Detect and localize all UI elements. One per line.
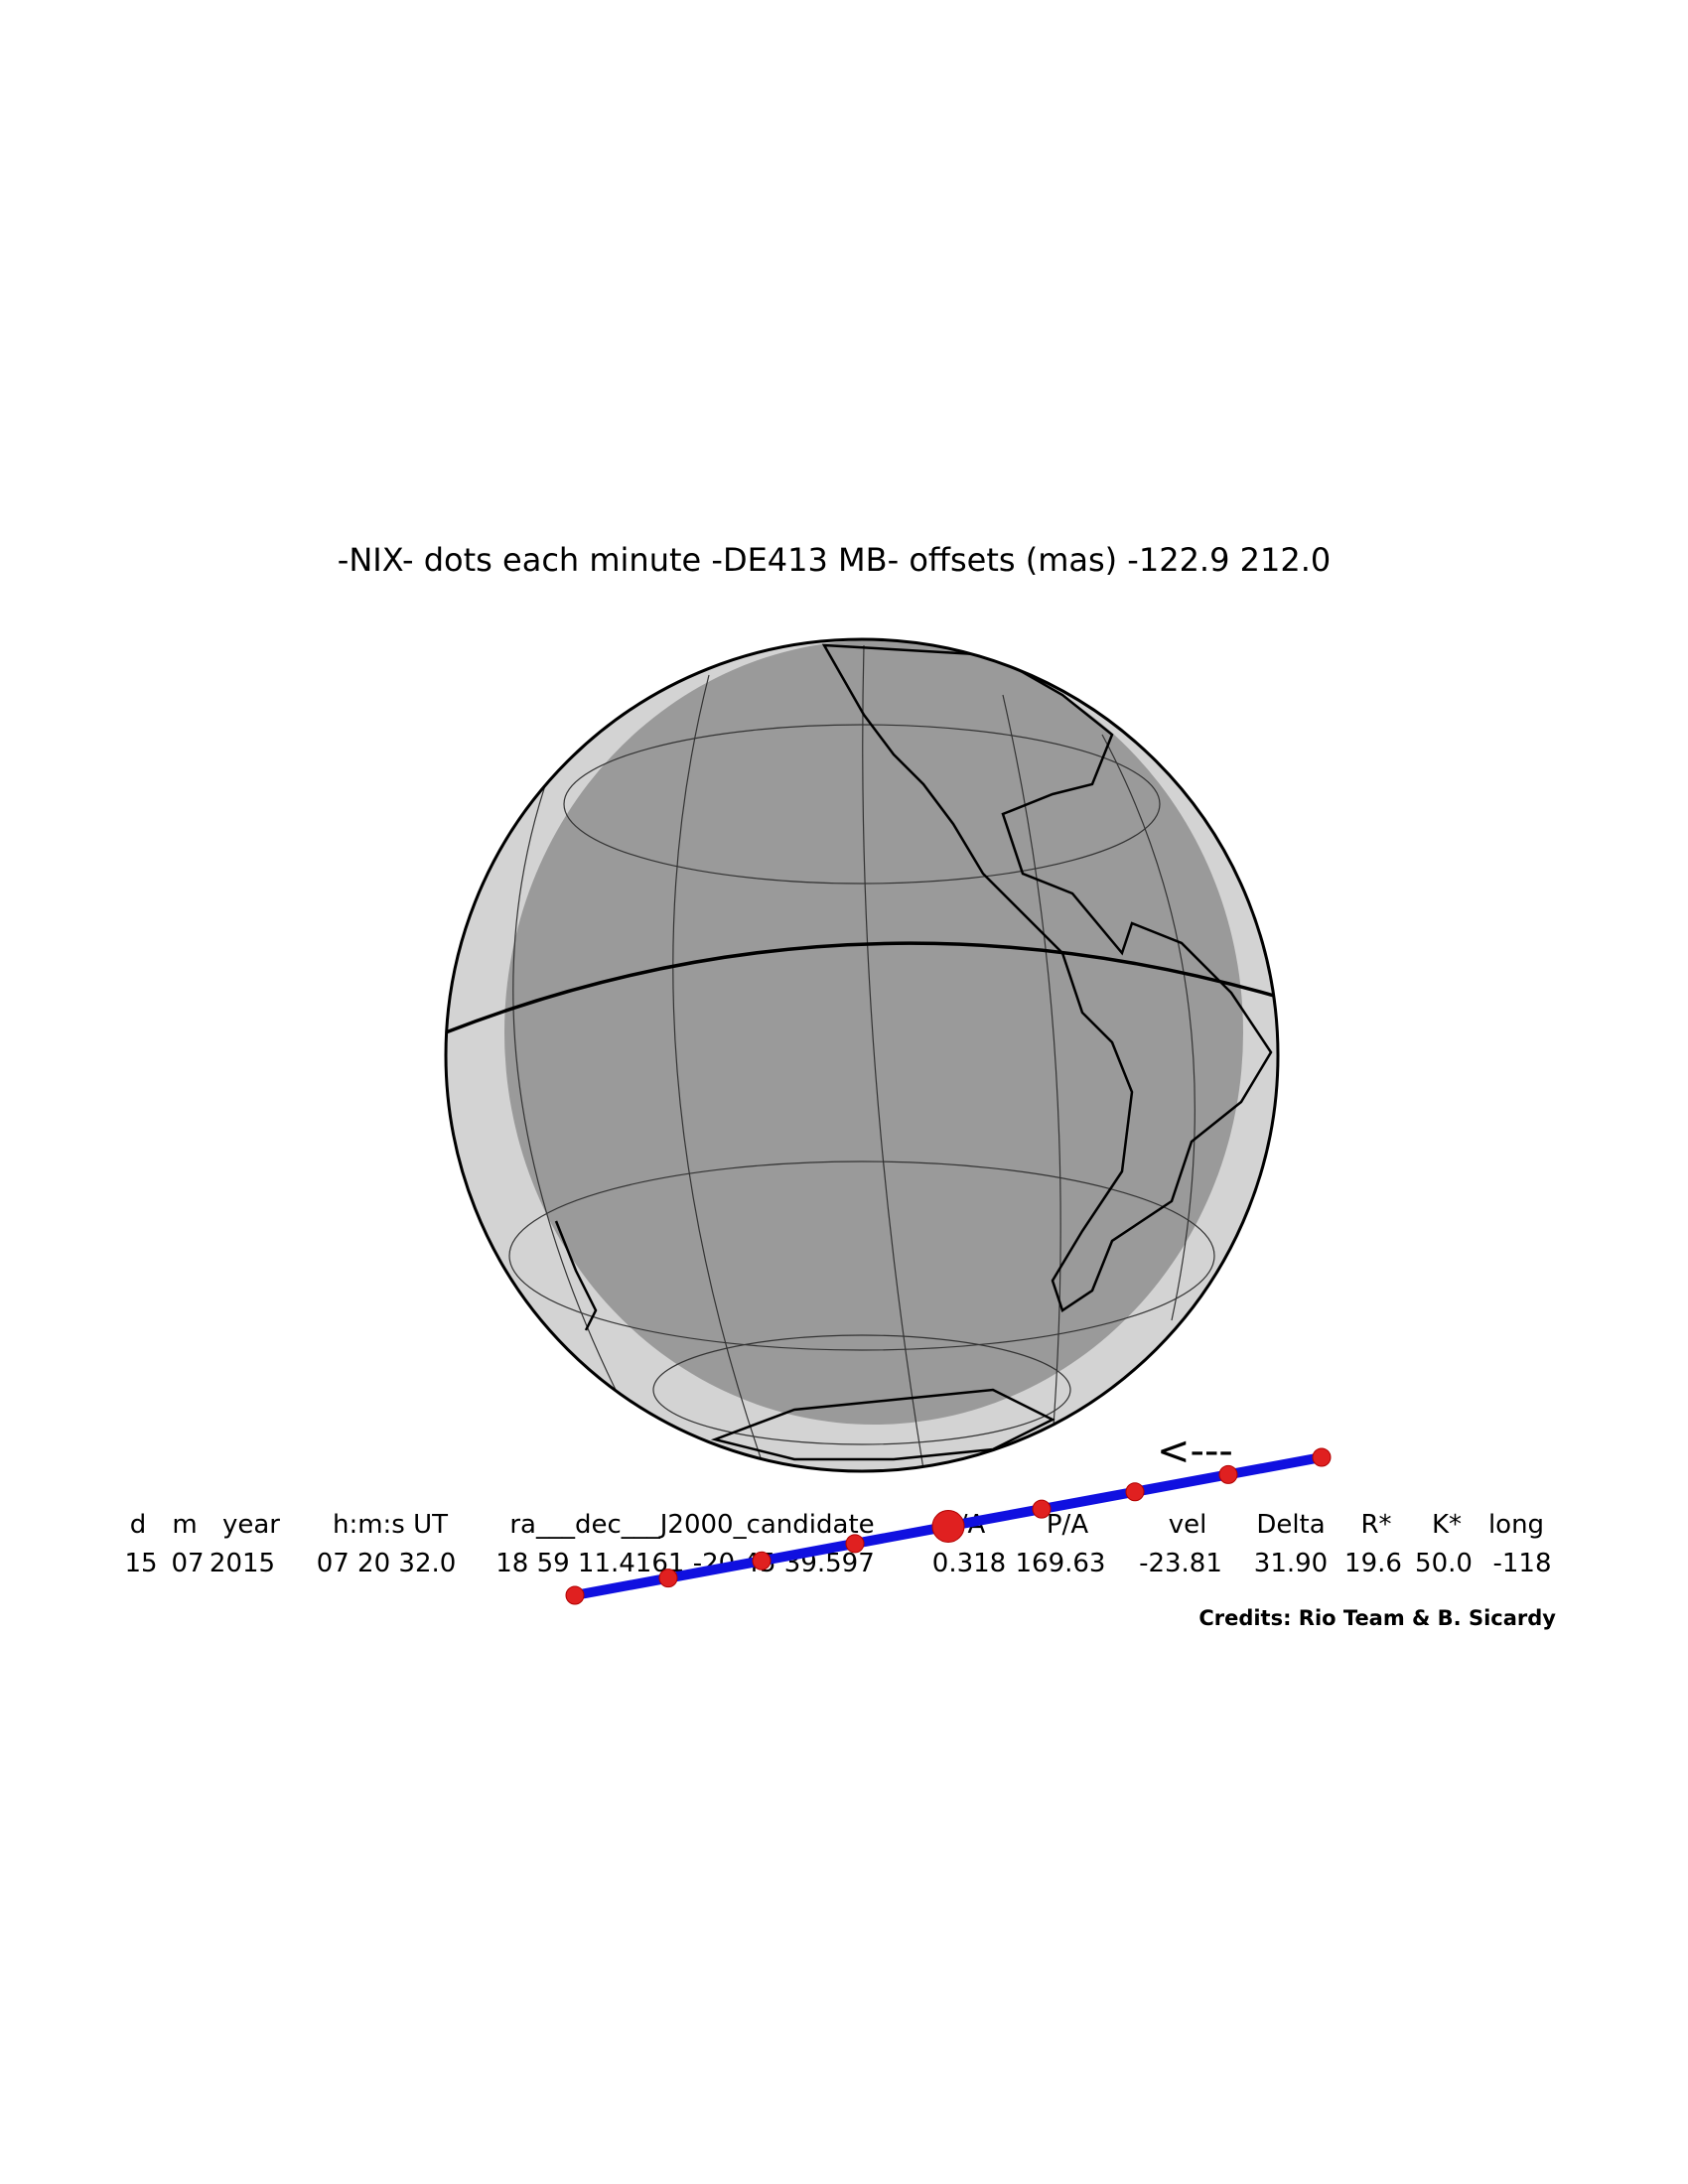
equator	[446, 941, 1278, 1034]
minute-dot	[1312, 1447, 1332, 1467]
graticule	[508, 644, 1215, 1470]
closest-approach-dot	[931, 1510, 965, 1543]
minute-dot	[1032, 1499, 1052, 1519]
cell-value: -118	[1492, 1549, 1551, 1578]
column-header: R*	[1360, 1510, 1391, 1540]
column-header: m	[172, 1510, 197, 1540]
column-header: year	[222, 1510, 280, 1540]
cell-value: 2015	[210, 1549, 275, 1578]
column-header: K*	[1432, 1510, 1462, 1540]
column-header: Delta	[1256, 1510, 1325, 1540]
column-header: vel	[1169, 1510, 1207, 1540]
cell-value: -23.81	[1139, 1549, 1222, 1578]
cell-value: 07	[171, 1549, 204, 1578]
minute-dot	[565, 1585, 585, 1605]
minute-dot	[752, 1551, 772, 1570]
direction-arrow: <---	[1157, 1429, 1233, 1474]
cell-value: 50.0	[1415, 1549, 1473, 1578]
column-header: P/A	[1047, 1510, 1088, 1540]
minute-dot	[845, 1534, 865, 1554]
cell-value: 19.6	[1344, 1549, 1402, 1578]
cell-value: 0.318	[932, 1549, 1006, 1578]
cell-value: 169.63	[1016, 1549, 1106, 1578]
header-row: d m year h:m:s UT ra___dec___J2000_candidate…	[130, 1510, 1544, 1540]
coastlines	[554, 643, 1273, 1461]
map-title: -NIX- dots each minute -DE413 MB- offset…	[338, 541, 1331, 579]
value-row: 15 07 2015 07 20 32.0 18 59 11.4161 -20 45 3…	[124, 1549, 1551, 1578]
column-header: h:m:s UT	[333, 1510, 448, 1540]
cell-value: 15	[124, 1549, 157, 1578]
minute-dot	[658, 1569, 678, 1588]
globe-outline	[444, 637, 1280, 1473]
column-header: ra___dec___J2000_candidate	[509, 1510, 874, 1540]
night-region	[504, 640, 1243, 1425]
cell-value: 07 20 32.0	[317, 1549, 457, 1578]
credits: Credits: Rio Team & B. Sicardy	[1198, 1606, 1556, 1630]
column-header: d	[130, 1510, 147, 1540]
cell-value: 31.90	[1254, 1549, 1328, 1578]
column-header: long	[1488, 1510, 1544, 1540]
shadow-track	[565, 1447, 1332, 1605]
minute-dot	[1125, 1482, 1145, 1502]
minute-dot	[1218, 1464, 1238, 1484]
globe	[444, 637, 1280, 1473]
